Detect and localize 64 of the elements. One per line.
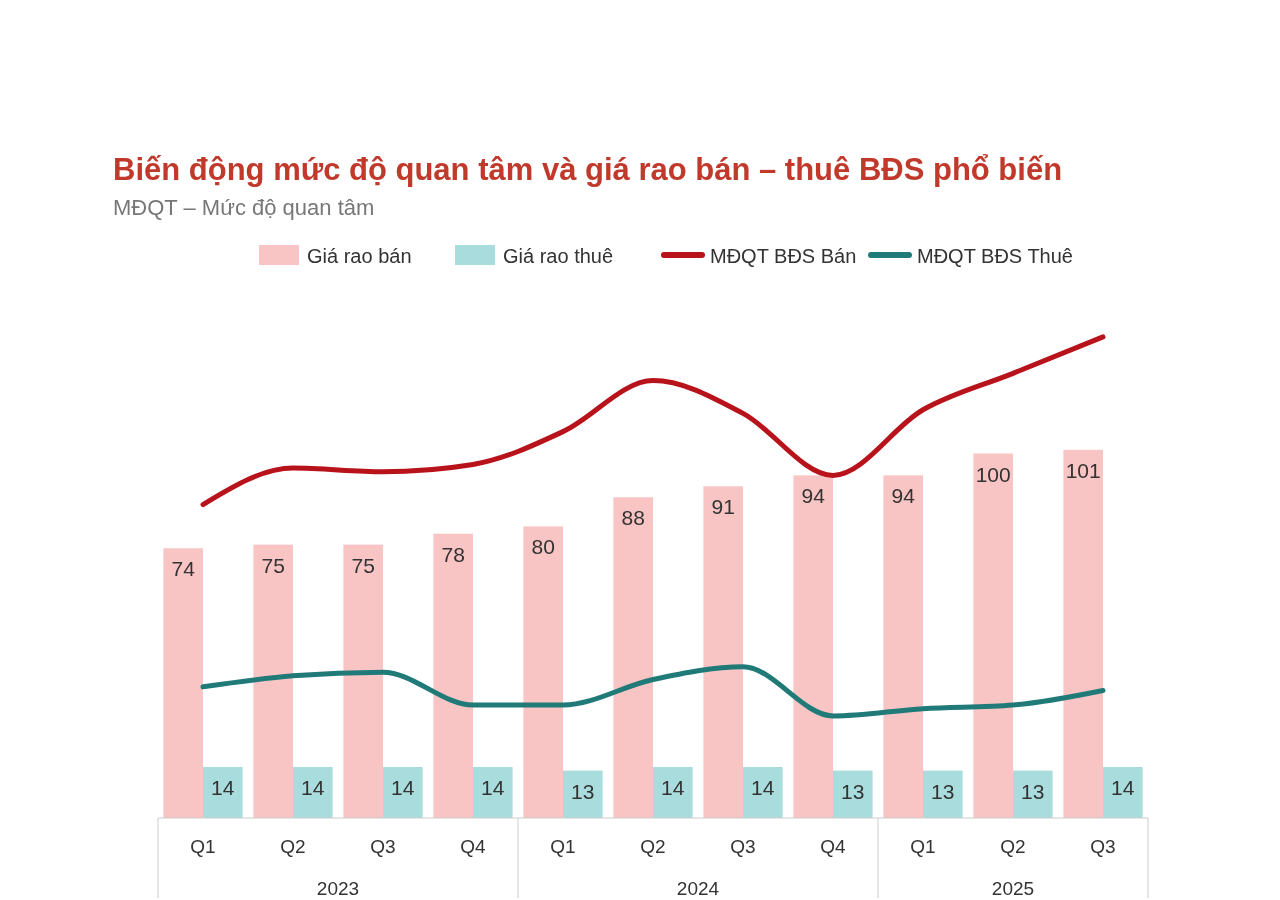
- x-tick-label: Q2: [640, 836, 666, 857]
- data-label: 78: [441, 542, 465, 566]
- data-label: 91: [711, 495, 735, 519]
- x-tick-label: Q1: [550, 836, 576, 857]
- bar: [653, 766, 693, 818]
- bar: [883, 475, 923, 818]
- x-tick-label: Q2: [280, 836, 306, 857]
- data-label: 13: [571, 779, 595, 803]
- x-tick-label: Q3: [370, 836, 396, 857]
- bar: [523, 526, 563, 818]
- data-label: 75: [351, 553, 375, 577]
- legend-label: Giá rao bán: [307, 245, 412, 267]
- bar: [383, 766, 423, 818]
- data-label: 80: [531, 535, 555, 559]
- x-tick-label: Q3: [730, 836, 756, 857]
- data-label: 13: [931, 779, 955, 803]
- bar: [473, 766, 513, 818]
- text: 2023: [316, 878, 360, 899]
- bar: [793, 475, 833, 818]
- data-label: 101: [1065, 458, 1101, 482]
- x-tick-label: Q1: [190, 836, 216, 857]
- data-label: 14: [661, 775, 685, 799]
- text: 2024: [676, 878, 720, 899]
- data-label: 14: [301, 775, 325, 799]
- bar: [703, 486, 743, 818]
- data-label: 100: [975, 462, 1011, 486]
- x-tick-label: Q3: [1090, 836, 1116, 857]
- bar: [1013, 770, 1053, 818]
- bar: [973, 453, 1013, 818]
- data-label: 94: [801, 484, 826, 508]
- data-label: 13: [841, 779, 865, 803]
- bar: [613, 497, 653, 818]
- data-label: 14: [211, 775, 235, 799]
- legend-label: MĐQT BĐS Thuê: [917, 245, 1073, 267]
- bar: [343, 544, 383, 818]
- bar: [923, 770, 963, 818]
- bar: [253, 544, 293, 818]
- bar: [1103, 766, 1143, 818]
- bar: [433, 533, 473, 818]
- data-label: 94: [891, 484, 916, 508]
- bar: [163, 548, 203, 818]
- legend-label: Giá rao thuê: [503, 245, 614, 267]
- x-tick-label: Q4: [460, 836, 487, 857]
- bar: [203, 766, 243, 818]
- data-label: 14: [391, 775, 415, 799]
- data-label: 14: [481, 775, 505, 799]
- x-tick-label: Q1: [910, 836, 936, 857]
- bar: [1063, 449, 1103, 818]
- data-label: 14: [1111, 775, 1135, 799]
- data-label: 14: [751, 775, 775, 799]
- bar: [293, 766, 333, 818]
- bar: [563, 770, 603, 818]
- text: 2025: [991, 878, 1035, 899]
- data-label: 75: [261, 553, 285, 577]
- data-label: 13: [1021, 779, 1045, 803]
- x-tick-label: Q4: [820, 836, 847, 857]
- x-tick-label: Q2: [1000, 836, 1026, 857]
- data-label: 88: [621, 506, 645, 530]
- chart-subtitle: MĐQT – Mức độ quan tâm: [113, 195, 375, 220]
- data-label: 74: [171, 557, 196, 581]
- legend-label: MĐQT BĐS Bán: [710, 245, 857, 267]
- bar: [833, 770, 873, 818]
- bar: [743, 766, 783, 818]
- chart-title: Biến động mức độ quan tâm và giá rao bán – thuê BĐS phổ biến: [113, 152, 1063, 187]
